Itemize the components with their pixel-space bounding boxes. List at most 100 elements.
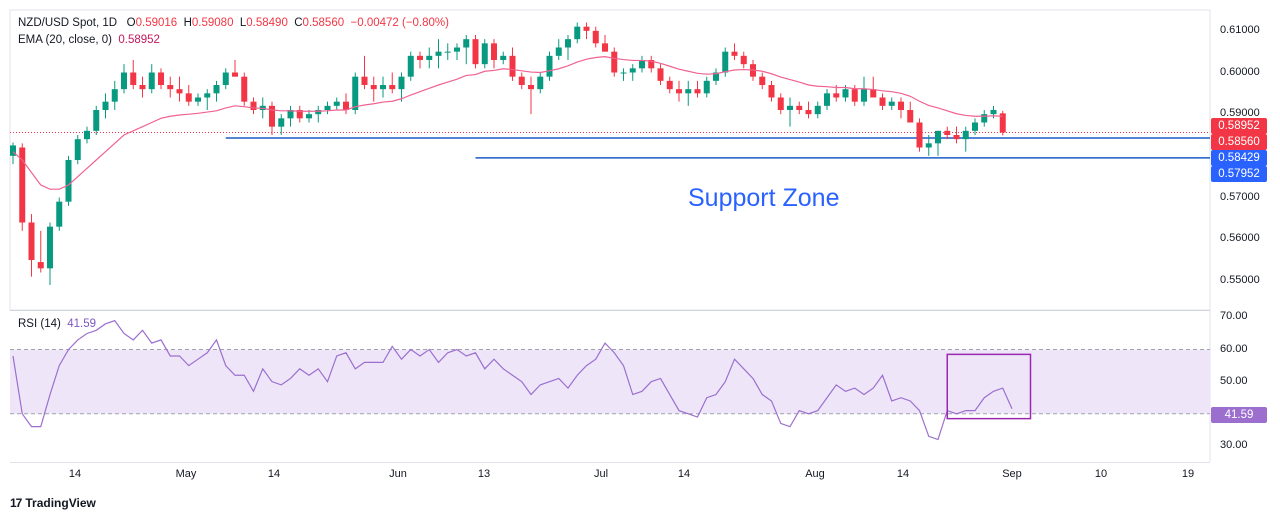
candle-body [250,101,257,110]
candle-body [981,114,988,123]
open-label: O [126,17,136,29]
tradingview-logo[interactable]: 17 TradingView [10,496,96,510]
price-tick-label: 0.56000 [1220,232,1260,245]
candle-body [676,89,682,94]
candle-body [620,72,627,74]
high-label: H [183,17,192,29]
candle-body [962,130,969,140]
candle-body [574,26,581,40]
candle-body [824,93,830,106]
candle-body [315,110,322,115]
candle-body [602,43,608,52]
candle-body [666,80,673,90]
price-tick-label: 0.61000 [1220,23,1260,36]
candle-body [639,60,645,69]
candle-body [629,68,636,73]
time-tick-label: 14 [68,468,82,480]
candle-body [269,105,275,127]
rsi-value: 41.59 [67,318,96,330]
candle-body [537,76,544,90]
time-tick-label: 13 [477,468,491,480]
candle-body [491,43,497,60]
candle-body [657,68,664,81]
open-value: 0.59016 [135,17,178,29]
candle-body [879,97,886,106]
candle-body [870,89,877,98]
time-tick-label: 14 [896,468,910,480]
time-tick-label: Aug [805,468,825,480]
candle-body [65,160,72,202]
candle-body [583,26,590,31]
candle-body [990,110,997,115]
candle-body [907,110,914,123]
candle-body [306,114,312,119]
time-tick-label: 14 [267,468,281,480]
ema-line [12,56,1003,190]
tradingview-name: TradingView [25,496,96,510]
time-tick-label: Sep [1002,468,1022,480]
candle-body [935,130,941,144]
candle-body [435,51,442,56]
candle-body [176,89,183,94]
rsi-tick-label: 60.00 [1220,342,1248,355]
candle-body [454,47,460,52]
candle-body [972,122,978,131]
price-pane-frame [9,9,1211,311]
candle-body [925,143,932,148]
close-price-tag: 0.58560 [1211,134,1267,150]
candle-body [851,89,858,102]
rsi-label: RSI (14) [18,318,61,330]
close-value: 0.58560 [302,17,345,29]
candle-body [158,72,164,85]
candle-body [814,105,821,115]
rsi-line [12,319,1013,441]
candle-body [28,222,35,260]
candle-body [592,30,599,44]
candle-body [518,76,525,85]
candle-body [833,93,840,98]
candle-body [93,110,100,131]
change-value: −0.00472 (−0.80%) [350,17,449,29]
candle-body [380,85,386,90]
candle-body [528,85,534,90]
candle-body [898,101,904,110]
close-label: C [294,17,303,29]
time-tick-label: Jul [593,468,609,480]
time-tick-label: Jun [389,468,407,480]
candle-body [278,118,285,127]
candle-body [148,72,155,90]
candle-body [481,43,488,65]
support-2-price-tag: 0.57952 [1211,166,1267,182]
candle-body [759,76,766,85]
candle-body [74,139,81,160]
candle-body [361,76,368,85]
candle-body [19,147,26,223]
candle-body [167,85,174,90]
symbol-label: NZD/USD Spot, 1D [18,17,118,29]
candle-body [370,85,377,90]
candle-body [916,122,923,148]
candle-body [10,145,16,156]
low-value: 0.58490 [246,17,288,29]
price-tick-label: 0.60000 [1220,65,1260,78]
candle-body [398,76,405,90]
candle-body [694,89,701,94]
candle-body [796,105,803,110]
rsi-value-tag: 41.59 [1211,407,1267,423]
candle-body [805,110,812,115]
candle-body [195,97,201,102]
candle-body [241,76,248,102]
candle-body [232,72,238,77]
candle-body [296,110,303,119]
candle-body [352,76,359,110]
candle-body [84,130,90,140]
candle-body [324,105,331,110]
candle-body [444,51,451,53]
candle-body [47,226,53,269]
candle-body [426,55,433,60]
rsi-highlight-box [946,353,1032,420]
low-label: L [239,17,247,29]
tradingview-mark-icon: 17 [10,496,22,510]
time-tick-label: 19 [1181,468,1195,480]
